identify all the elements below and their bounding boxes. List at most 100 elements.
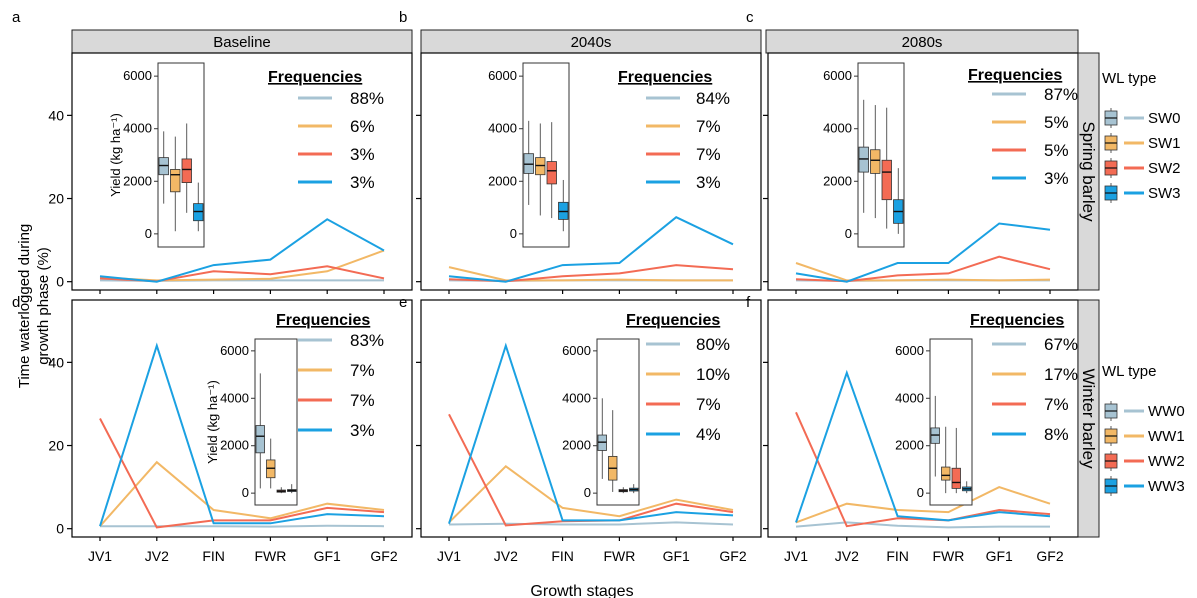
inset-y-label: Yield (kg ha⁻¹) bbox=[108, 113, 123, 197]
series-line-2 bbox=[99, 418, 385, 529]
y-tick-label: 40 bbox=[48, 354, 64, 370]
y-tick-label: 0 bbox=[56, 521, 64, 537]
wl-legend-item: SW3 bbox=[1104, 183, 1181, 203]
series-line-3 bbox=[99, 342, 385, 527]
yield-box-1 bbox=[941, 466, 951, 481]
wl-legend-label: WW0 bbox=[1148, 403, 1185, 420]
wl-legend-title: WL type bbox=[1102, 70, 1156, 87]
series-line-0 bbox=[100, 524, 385, 528]
yield-inset: 0 2000 4000 6000 Yield (kg ha⁻¹) bbox=[205, 338, 298, 506]
y-tick-label: 20 bbox=[48, 438, 64, 454]
panel-frame bbox=[767, 52, 1079, 291]
panel-letter: b bbox=[399, 9, 407, 26]
yield-inset: 0 2000 4000 6000 Yield (kg ha⁻¹) bbox=[108, 62, 205, 248]
x-tick-label: GF1 bbox=[986, 548, 1013, 564]
row-strip-label: Spring barley bbox=[1079, 121, 1098, 222]
series-line-3 bbox=[795, 222, 1051, 283]
x-axis-label: Growth stages bbox=[530, 583, 633, 598]
inset-y-tick-label: 0 bbox=[917, 485, 924, 500]
series-line-3 bbox=[448, 342, 734, 525]
frequencies-title: Frequencies bbox=[968, 67, 1062, 84]
x-tick-label: GF1 bbox=[663, 548, 690, 564]
series-line-0 bbox=[795, 521, 1050, 529]
frequency-value: 3% bbox=[350, 421, 375, 440]
inset-frame bbox=[254, 338, 298, 506]
inset-y-tick-label: 6000 bbox=[895, 343, 924, 358]
facet-strip-label: 2040s bbox=[571, 34, 612, 51]
series-line-0 bbox=[448, 521, 734, 526]
inset-y-tick-label: 0 bbox=[145, 226, 152, 241]
inset-frame bbox=[596, 338, 640, 506]
yield-inset: 0 2000 4000 6000 bbox=[823, 62, 905, 248]
panel-letter: d bbox=[12, 294, 20, 311]
inset-y-tick-label: 6000 bbox=[220, 343, 249, 358]
series-line-1 bbox=[448, 464, 734, 524]
x-tick-label: JV1 bbox=[437, 548, 461, 564]
inset-y-tick-label: 2000 bbox=[562, 438, 591, 453]
series-line-3 bbox=[795, 369, 1051, 523]
panel-frame bbox=[420, 299, 762, 538]
frequencies-legend: Frequencies 80% 10% 7% 4% bbox=[626, 312, 730, 444]
yield-inset: 0 2000 4000 6000 bbox=[562, 338, 640, 506]
panel-letter: f bbox=[746, 294, 751, 311]
wl-legend-item: WW2 bbox=[1104, 451, 1185, 471]
frequency-value: 7% bbox=[350, 361, 375, 380]
x-tick-label: JV2 bbox=[494, 548, 518, 564]
wl-legend-label: SW1 bbox=[1148, 135, 1181, 152]
panel-a: a Baseline 0 20 40 0 2000 4000 6000 Yield (kg ha⁻… bbox=[12, 9, 413, 294]
frequencies-legend: Frequencies 84% 7% 7% 3% bbox=[618, 69, 730, 192]
frequency-value: 7% bbox=[696, 395, 721, 414]
frequencies-title: Frequencies bbox=[276, 312, 370, 329]
row-strip-label: Winter barley bbox=[1079, 368, 1098, 469]
series-line-2 bbox=[448, 264, 734, 283]
frequency-value: 83% bbox=[350, 331, 384, 350]
yield-inset: 0 2000 4000 6000 bbox=[895, 338, 973, 506]
panel-frame bbox=[71, 52, 413, 291]
frequency-value: 6% bbox=[350, 117, 375, 136]
wl-legend-item: SW0 bbox=[1104, 108, 1181, 128]
x-tick-label: JV1 bbox=[784, 548, 808, 564]
row-strip bbox=[1077, 52, 1100, 291]
wl-legend-item: SW1 bbox=[1104, 133, 1181, 153]
inset-y-tick-label: 6000 bbox=[562, 343, 591, 358]
inset-y-label: Yield (kg ha⁻¹) bbox=[205, 380, 220, 464]
inset-y-tick-label: 2000 bbox=[488, 173, 517, 188]
y-tick-label: 40 bbox=[48, 107, 64, 123]
wl-legend-item: WW1 bbox=[1104, 426, 1185, 446]
frequency-value: 7% bbox=[1044, 395, 1069, 414]
inset-y-tick-label: 2000 bbox=[123, 173, 152, 188]
inset-y-tick-label: 2000 bbox=[823, 173, 852, 188]
frequency-value: 3% bbox=[350, 173, 375, 192]
yield-box-2 bbox=[546, 161, 557, 185]
inset-y-tick-label: 4000 bbox=[488, 121, 517, 136]
panel-letter: e bbox=[399, 294, 407, 311]
panel-f: f JV1 JV2 FIN FWR GF1 GF2 0 2000 4000 6000 Frequenc… bbox=[746, 294, 1079, 564]
inset-y-tick-label: 6000 bbox=[123, 68, 152, 83]
panel-letter: c bbox=[746, 9, 754, 26]
inset-y-tick-label: 2000 bbox=[895, 438, 924, 453]
yield-box-1 bbox=[870, 149, 881, 174]
x-tick-label: JV2 bbox=[145, 548, 169, 564]
inset-frame bbox=[929, 338, 973, 506]
inset-y-tick-label: 0 bbox=[584, 485, 591, 500]
frequency-value: 88% bbox=[350, 89, 384, 108]
series-line-3 bbox=[448, 216, 734, 283]
series-line-1 bbox=[448, 266, 733, 282]
frequencies-title: Frequencies bbox=[970, 312, 1064, 329]
frequency-value: 8% bbox=[1044, 425, 1069, 444]
x-tick-label: GF2 bbox=[1036, 548, 1063, 564]
frequency-value: 67% bbox=[1044, 335, 1078, 354]
inset-y-tick-label: 4000 bbox=[562, 390, 591, 405]
wl-legend-item: SW2 bbox=[1104, 158, 1181, 178]
row-strip bbox=[1077, 299, 1100, 538]
inset-y-tick-label: 4000 bbox=[220, 390, 249, 405]
wl-legend-label: SW0 bbox=[1148, 110, 1181, 127]
series-line-1 bbox=[99, 249, 385, 282]
frequency-value: 3% bbox=[696, 173, 721, 192]
x-tick-label: JV2 bbox=[835, 548, 859, 564]
series-line-2 bbox=[448, 413, 734, 527]
x-tick-label: FWR bbox=[603, 548, 635, 564]
